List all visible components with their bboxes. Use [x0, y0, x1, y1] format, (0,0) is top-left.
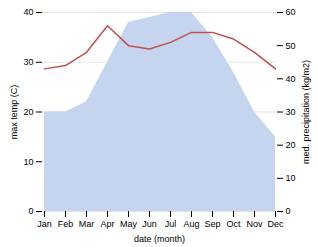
- svg-text:20: 20: [286, 140, 296, 150]
- svg-text:Oct: Oct: [226, 219, 241, 229]
- svg-text:Mar: Mar: [79, 219, 95, 229]
- svg-text:Sep: Sep: [204, 219, 220, 229]
- svg-text:10: 10: [286, 173, 296, 183]
- svg-text:max temp (C): max temp (C): [9, 85, 19, 140]
- svg-text:Jul: Jul: [165, 219, 177, 229]
- svg-text:date (month): date (month): [134, 234, 185, 244]
- svg-text:Aug: Aug: [183, 219, 199, 229]
- svg-text:Apr: Apr: [100, 219, 114, 229]
- svg-text:Jun: Jun: [142, 219, 157, 229]
- svg-text:Dec: Dec: [267, 219, 284, 229]
- svg-text:30: 30: [286, 107, 296, 117]
- svg-text:0: 0: [286, 206, 291, 216]
- svg-text:Feb: Feb: [58, 219, 74, 229]
- svg-text:30: 30: [23, 57, 33, 67]
- svg-text:40: 40: [286, 74, 296, 84]
- svg-text:0: 0: [28, 206, 33, 216]
- svg-text:med. precipitation (kg/m2): med. precipitation (kg/m2): [301, 60, 311, 164]
- svg-text:Jan: Jan: [37, 219, 52, 229]
- svg-text:May: May: [120, 219, 138, 229]
- svg-text:10: 10: [23, 157, 33, 167]
- svg-text:20: 20: [23, 107, 33, 117]
- svg-text:Nov: Nov: [246, 219, 263, 229]
- svg-text:60: 60: [286, 7, 296, 17]
- svg-text:50: 50: [286, 41, 296, 51]
- svg-text:40: 40: [23, 7, 33, 17]
